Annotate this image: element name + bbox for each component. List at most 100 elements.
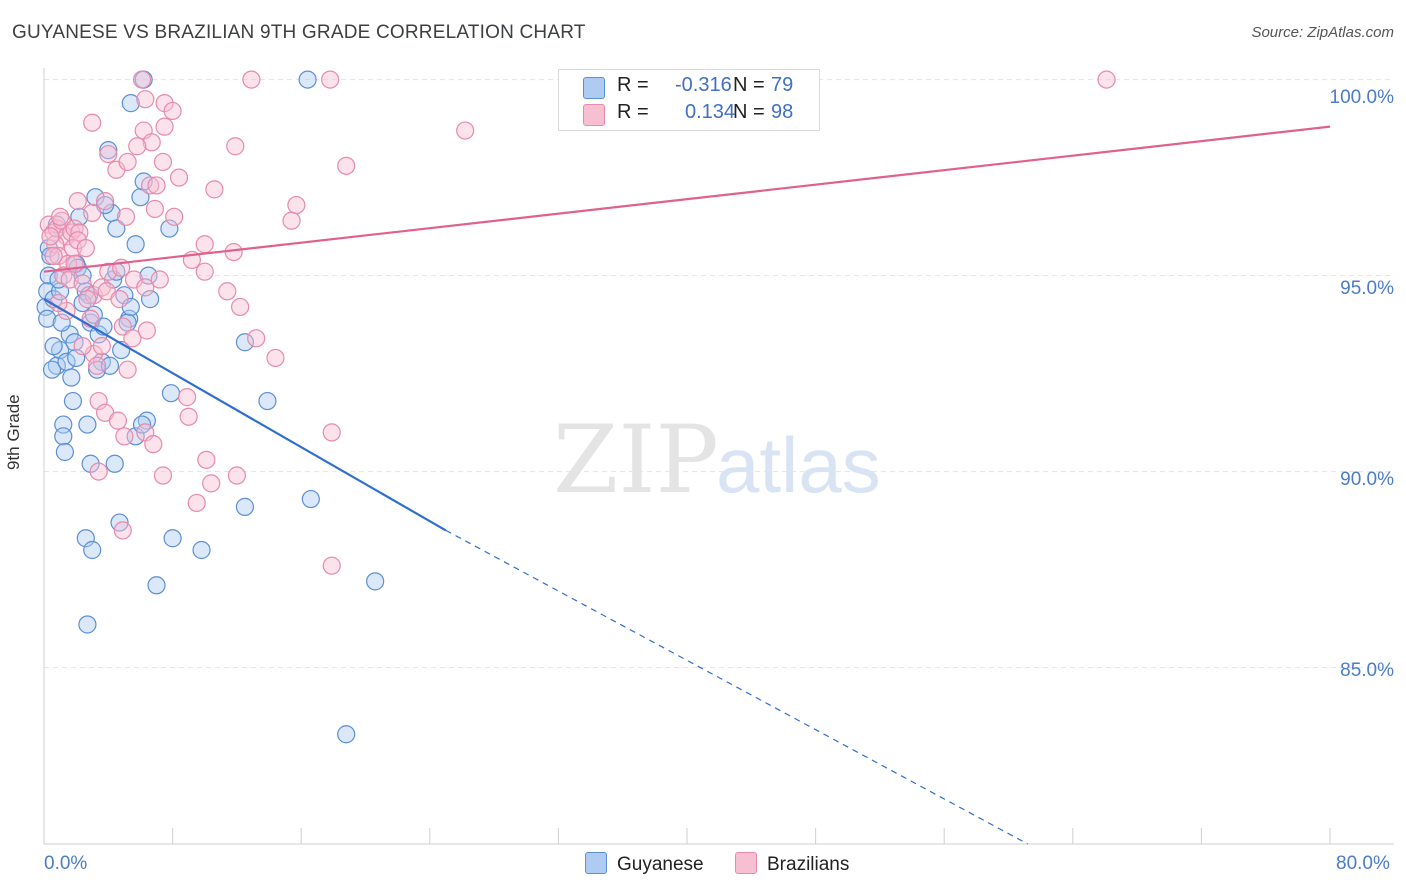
point-guyanese	[62, 368, 81, 387]
point-brazilians	[73, 337, 92, 356]
point-brazilians	[136, 90, 155, 109]
point-guyanese	[235, 497, 255, 516]
point-brazilians	[50, 207, 70, 226]
point-brazilians	[44, 246, 63, 266]
point-guyanese	[131, 188, 150, 207]
point-brazilians	[123, 329, 142, 348]
point-brazilians	[108, 411, 128, 430]
point-brazilians	[136, 278, 155, 297]
point-guyanese	[301, 489, 320, 509]
watermark-atlas: atlas	[716, 421, 881, 509]
point-brazilians	[179, 407, 198, 426]
y-tick-label-100: 100.0%	[1329, 87, 1394, 108]
trend-lines	[43, 125, 1331, 845]
point-brazilians	[89, 391, 108, 411]
point-brazilians	[140, 176, 160, 195]
point-brazilians	[142, 133, 161, 152]
axes	[43, 68, 1394, 845]
trend-line-guyanese	[43, 298, 447, 532]
point-brazilians	[110, 290, 129, 309]
legend-r-label: R =	[617, 74, 649, 96]
point-brazilians	[76, 239, 95, 258]
point-guyanese	[78, 415, 97, 434]
legend-r-value: -0.316	[675, 74, 732, 96]
point-guyanese	[105, 454, 124, 473]
x-tick-label-max: 80.0%	[1336, 853, 1390, 874]
point-brazilians	[83, 203, 102, 222]
point-brazilians	[118, 152, 137, 172]
point-guyanese	[366, 572, 385, 591]
bottom-legend-guyanese: Guyanese	[585, 852, 704, 876]
point-brazilians	[116, 207, 136, 226]
point-brazilians	[128, 137, 147, 156]
point-brazilians	[99, 144, 118, 164]
point-guyanese	[67, 348, 86, 368]
point-guyanese	[83, 540, 102, 560]
legend-label-guyanese: Guyanese	[617, 854, 704, 875]
point-guyanese	[147, 576, 166, 595]
legend-r-label: R =	[617, 101, 649, 123]
point-brazilians	[1097, 70, 1116, 89]
point-brazilians	[83, 113, 102, 132]
point-brazilians	[113, 521, 132, 540]
point-brazilians	[287, 195, 306, 215]
point-brazilians	[224, 242, 243, 262]
point-guyanese	[139, 266, 158, 285]
y-tick-label-95: 95.0%	[1340, 278, 1394, 299]
point-brazilians	[226, 137, 245, 156]
point-brazilians	[242, 70, 261, 89]
point-brazilians	[78, 290, 97, 309]
legend-swatch-pink	[735, 852, 757, 874]
point-brazilians	[92, 337, 111, 356]
point-guyanese	[99, 141, 118, 160]
point-brazilians	[153, 152, 173, 172]
point-guyanese	[38, 309, 57, 328]
point-brazilians	[41, 227, 60, 246]
point-guyanese	[258, 391, 277, 411]
point-guyanese	[298, 70, 317, 89]
point-brazilians	[113, 317, 132, 336]
point-brazilians	[202, 474, 221, 493]
point-brazilians	[145, 199, 165, 219]
point-brazilians	[197, 450, 216, 469]
point-brazilians	[137, 321, 156, 340]
point-brazilians	[322, 556, 341, 575]
point-brazilians	[68, 192, 87, 211]
chart-title: GUYANESE VS BRAZILIAN 9TH GRADE CORRELAT…	[12, 22, 586, 43]
point-brazilians	[95, 192, 115, 211]
point-brazilians	[266, 348, 285, 368]
watermark: ZIP atlas	[553, 406, 881, 515]
point-brazilians	[147, 176, 166, 195]
legend-swatch-blue	[585, 852, 607, 874]
point-guyanese	[160, 219, 179, 238]
legend-swatch-blue	[583, 77, 605, 99]
point-brazilians	[337, 156, 356, 175]
point-brazilians	[282, 211, 301, 230]
y-tick-label-90: 90.0%	[1340, 469, 1394, 490]
point-guyanese	[107, 219, 126, 238]
point-guyanese	[52, 313, 71, 332]
point-guyanese	[42, 360, 62, 379]
point-brazilians	[89, 462, 108, 481]
point-brazilians	[247, 329, 266, 348]
point-brazilians	[132, 70, 152, 89]
point-brazilians	[231, 297, 250, 317]
legend-n-label: N =	[733, 74, 765, 96]
gridlines	[44, 79, 1394, 669]
point-brazilians	[227, 466, 246, 485]
point-guyanese	[235, 333, 255, 352]
x-tick-label-min: 0.0%	[44, 853, 88, 874]
point-guyanese	[78, 615, 97, 634]
watermark-zip: ZIP	[553, 406, 719, 515]
point-brazilians	[115, 427, 134, 446]
point-guyanese	[54, 427, 73, 446]
point-brazilians	[322, 423, 341, 442]
stats-legend: R = -0.316 N = 79 R = 0.134 N = 98	[558, 69, 820, 131]
point-guyanese	[337, 725, 356, 744]
point-brazilians	[81, 309, 100, 328]
point-guyanese	[121, 94, 140, 113]
point-brazilians	[218, 282, 237, 301]
point-guyanese	[161, 384, 181, 403]
legend-n-label: N =	[733, 101, 765, 123]
legend-n-value: 79	[771, 74, 794, 96]
